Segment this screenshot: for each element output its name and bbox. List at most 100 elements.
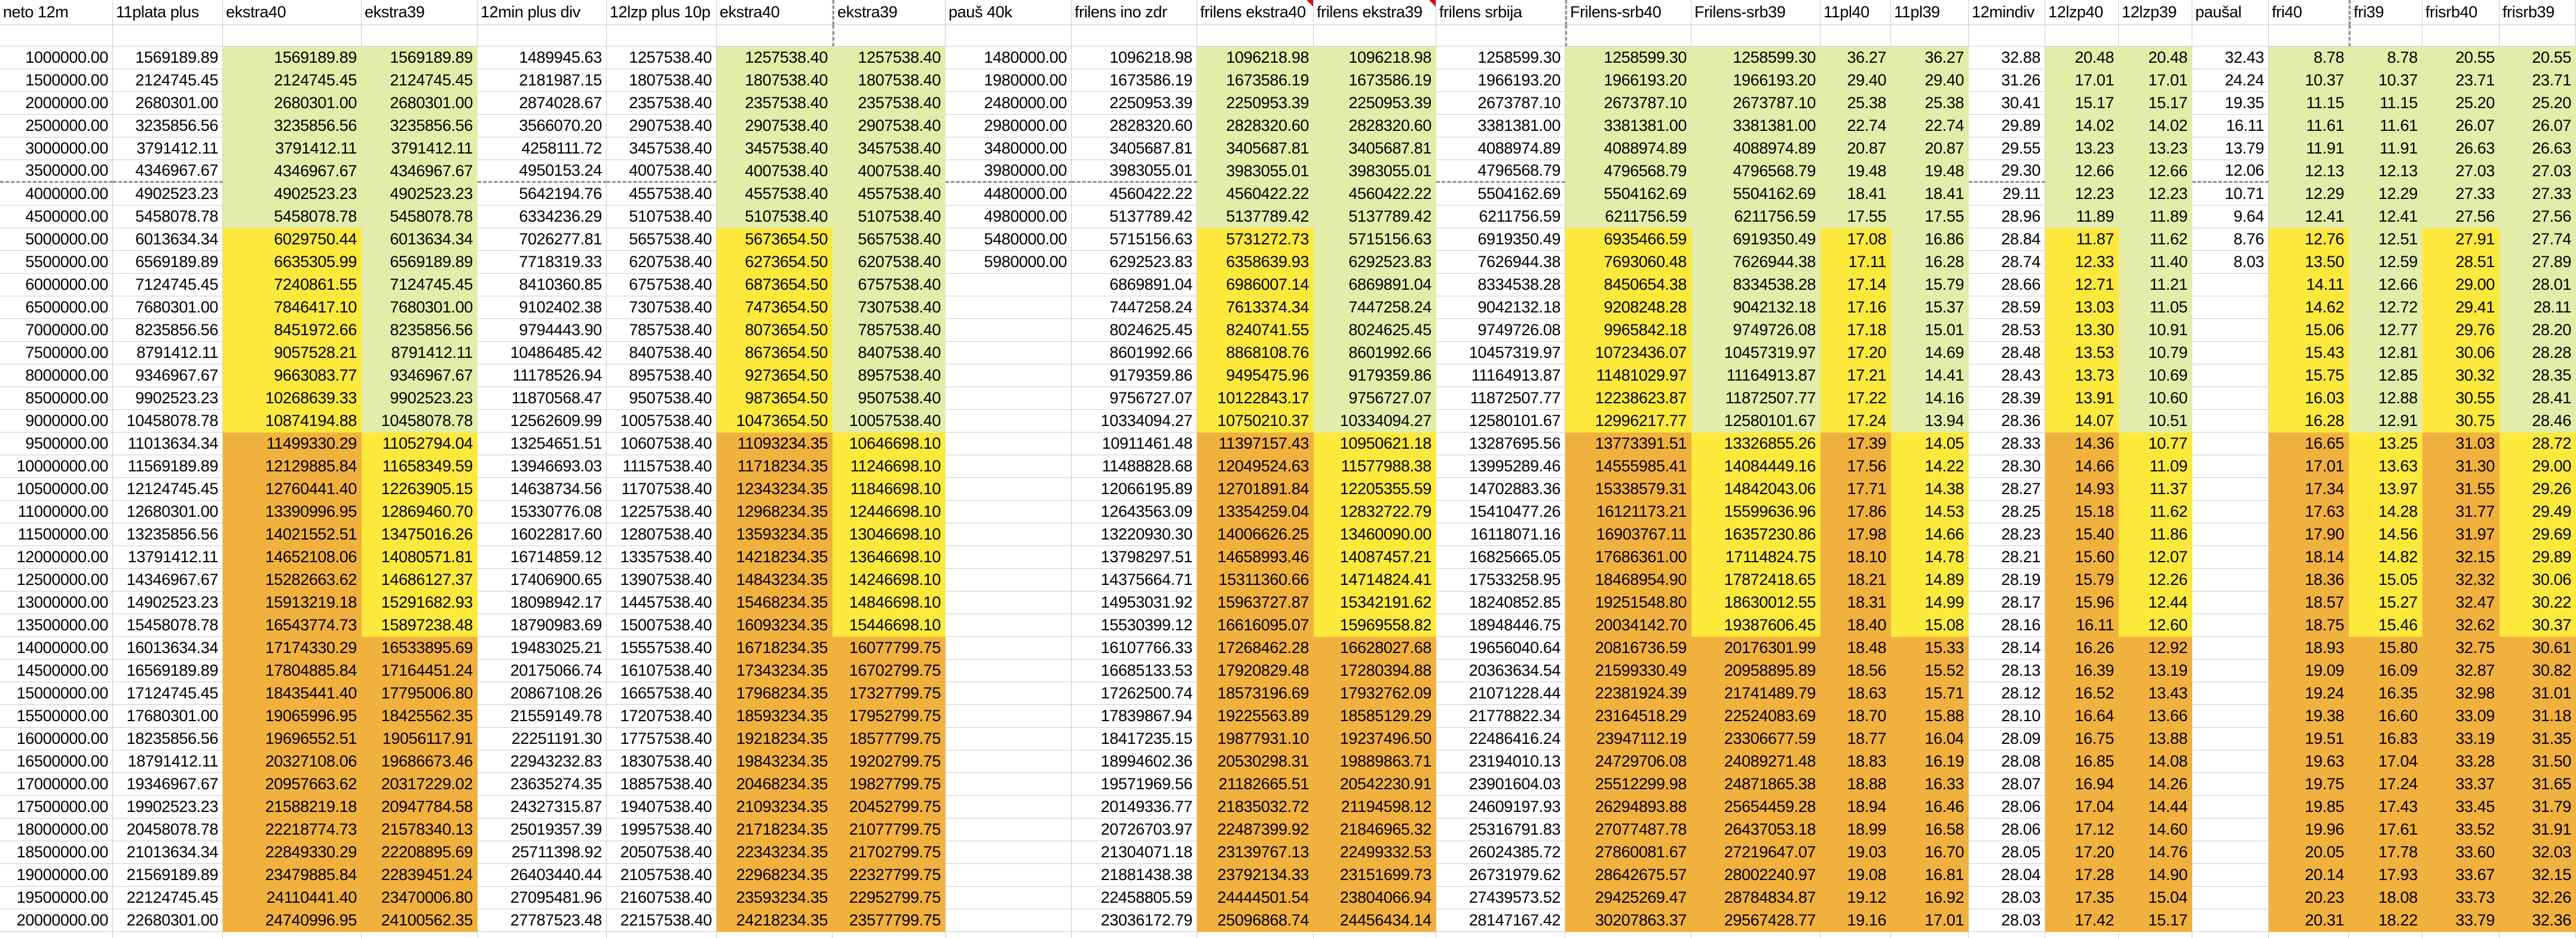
cell[interactable]: 8791412.11 (362, 342, 478, 364)
cell[interactable]: 4500000.00 (0, 206, 113, 228)
cell[interactable]: 10750210.37 (1197, 410, 1314, 433)
cell[interactable]: 18630012.55 (1691, 591, 1821, 614)
cell[interactable]: 2480000.00 (946, 92, 1072, 115)
cell[interactable]: 20726703.97 (1072, 819, 1197, 841)
cell[interactable]: 1258599.30 (1436, 47, 1565, 69)
cell[interactable]: 31.18 (2499, 705, 2576, 728)
cell[interactable]: 26024385.72 (1436, 841, 1565, 864)
cell[interactable]: 2828320.60 (1197, 115, 1314, 137)
cell[interactable]: 5504162.69 (1691, 183, 1821, 206)
cell[interactable]: 11.40 (2119, 251, 2192, 274)
cell[interactable]: 11481029.97 (1565, 364, 1691, 387)
cell[interactable]: 19237496.50 (1314, 728, 1436, 750)
cell[interactable]: 22124745.45 (113, 887, 223, 909)
cell[interactable]: 15291682.93 (362, 591, 478, 614)
cell[interactable]: 23.71 (2422, 69, 2499, 92)
cell[interactable]: 11.05 (2119, 296, 2192, 319)
cell[interactable] (2349, 25, 2422, 47)
cell[interactable]: 4560422.22 (1072, 183, 1197, 206)
cell[interactable]: 14652108.06 (223, 546, 362, 569)
cell[interactable]: 4480000.00 (946, 183, 1072, 206)
cell[interactable]: 14.41 (1891, 364, 1969, 387)
cell[interactable]: 15.40 (2045, 523, 2119, 546)
cell[interactable]: 19.51 (2269, 728, 2349, 750)
cell[interactable]: 21093234.35 (717, 796, 833, 819)
cell[interactable]: 4796568.79 (1436, 160, 1565, 183)
cell[interactable]: 15.75 (2269, 364, 2349, 387)
cell[interactable]: 20.87 (1891, 137, 1969, 160)
cell[interactable]: 31.97 (2422, 523, 2499, 546)
cell[interactable]: 26294893.88 (1565, 796, 1691, 819)
cell[interactable]: 22251191.30 (478, 728, 607, 750)
cell[interactable]: 13235856.56 (113, 523, 223, 546)
cell[interactable]: 3235856.56 (223, 115, 362, 137)
cell[interactable]: 16628027.68 (1314, 637, 1436, 660)
cell[interactable]: 13798297.51 (1072, 546, 1197, 569)
cell[interactable]: 28.35 (2499, 364, 2576, 387)
cell[interactable]: 13593234.35 (717, 523, 833, 546)
cell[interactable] (2192, 387, 2269, 410)
cell[interactable]: 14.90 (2119, 864, 2192, 887)
cell[interactable]: 2828320.60 (1072, 115, 1197, 137)
cell[interactable] (1891, 25, 1969, 47)
cell[interactable]: 19827799.75 (833, 773, 946, 796)
cell[interactable]: 16569189.89 (113, 660, 223, 682)
cell[interactable]: 33.73 (2422, 887, 2499, 909)
cell[interactable]: 20.31 (2269, 909, 2349, 932)
cell[interactable]: 2874028.67 (478, 92, 607, 115)
cell[interactable]: 9902523.23 (113, 387, 223, 410)
cell[interactable]: 17.18 (1821, 319, 1891, 342)
cell[interactable]: 11397157.43 (1197, 433, 1314, 455)
cell[interactable]: 17114824.75 (1691, 546, 1821, 569)
cell[interactable]: 28642675.57 (1565, 864, 1691, 887)
cell[interactable]: 16.86 (1891, 228, 1969, 251)
cell[interactable]: 12.29 (2349, 183, 2422, 206)
cell[interactable]: 2907538.40 (607, 115, 717, 137)
cell[interactable]: 21607538.40 (607, 887, 717, 909)
cell[interactable] (1436, 25, 1565, 47)
cell[interactable]: 8024625.45 (1072, 319, 1197, 342)
cell[interactable]: 24444501.54 (1197, 887, 1314, 909)
cell[interactable]: 28.20 (2499, 319, 2576, 342)
cell[interactable]: 20867108.26 (478, 682, 607, 705)
cell[interactable]: 17343234.35 (717, 660, 833, 682)
cell[interactable]: 30.41 (1969, 92, 2045, 115)
cell[interactable]: 19407538.40 (607, 796, 717, 819)
cell[interactable] (946, 750, 1072, 773)
cell[interactable]: 17.93 (2349, 864, 2422, 887)
cell[interactable]: 27095481.96 (478, 887, 607, 909)
cell[interactable]: 2357538.40 (833, 92, 946, 115)
cell[interactable]: 17533258.95 (1436, 569, 1565, 591)
cell[interactable]: 18.36 (2269, 569, 2349, 591)
cell[interactable]: 13.53 (2045, 342, 2119, 364)
cell[interactable]: 11.62 (2119, 501, 2192, 523)
cell[interactable]: 19000000.00 (0, 864, 113, 887)
cell[interactable]: 11.91 (2349, 137, 2422, 160)
cell[interactable]: 2673787.10 (1691, 92, 1821, 115)
cell[interactable]: 26403440.44 (478, 864, 607, 887)
cell[interactable]: 12.33 (2045, 251, 2119, 274)
col-header-frisrb39[interactable]: frisrb39 (2499, 0, 2576, 25)
cell[interactable]: 29.30 (1969, 160, 2045, 183)
cell[interactable]: 22952799.75 (833, 887, 946, 909)
cell[interactable]: 10.77 (2119, 433, 2192, 455)
cell[interactable]: 12.23 (2045, 183, 2119, 206)
cell[interactable]: 1480000.00 (946, 47, 1072, 69)
cell[interactable] (607, 932, 717, 938)
cell[interactable]: 19843234.35 (717, 750, 833, 773)
cell[interactable]: 20816736.59 (1565, 637, 1691, 660)
cell[interactable]: 2124745.45 (362, 69, 478, 92)
cell[interactable]: 14.60 (2119, 819, 2192, 841)
cell[interactable]: 17164451.24 (362, 660, 478, 682)
cell[interactable]: 31.77 (2422, 501, 2499, 523)
cell[interactable]: 9346967.67 (113, 364, 223, 387)
cell[interactable]: 18.88 (1821, 773, 1891, 796)
cell[interactable]: 17.24 (2349, 773, 2422, 796)
cell[interactable] (946, 841, 1072, 864)
cell[interactable] (2269, 25, 2349, 47)
cell[interactable]: 22943232.83 (478, 750, 607, 773)
cell[interactable]: 20.05 (2269, 841, 2349, 864)
cell[interactable]: 4557538.40 (607, 183, 717, 206)
cell[interactable]: 13357538.40 (607, 546, 717, 569)
cell[interactable]: 10486485.42 (478, 342, 607, 364)
